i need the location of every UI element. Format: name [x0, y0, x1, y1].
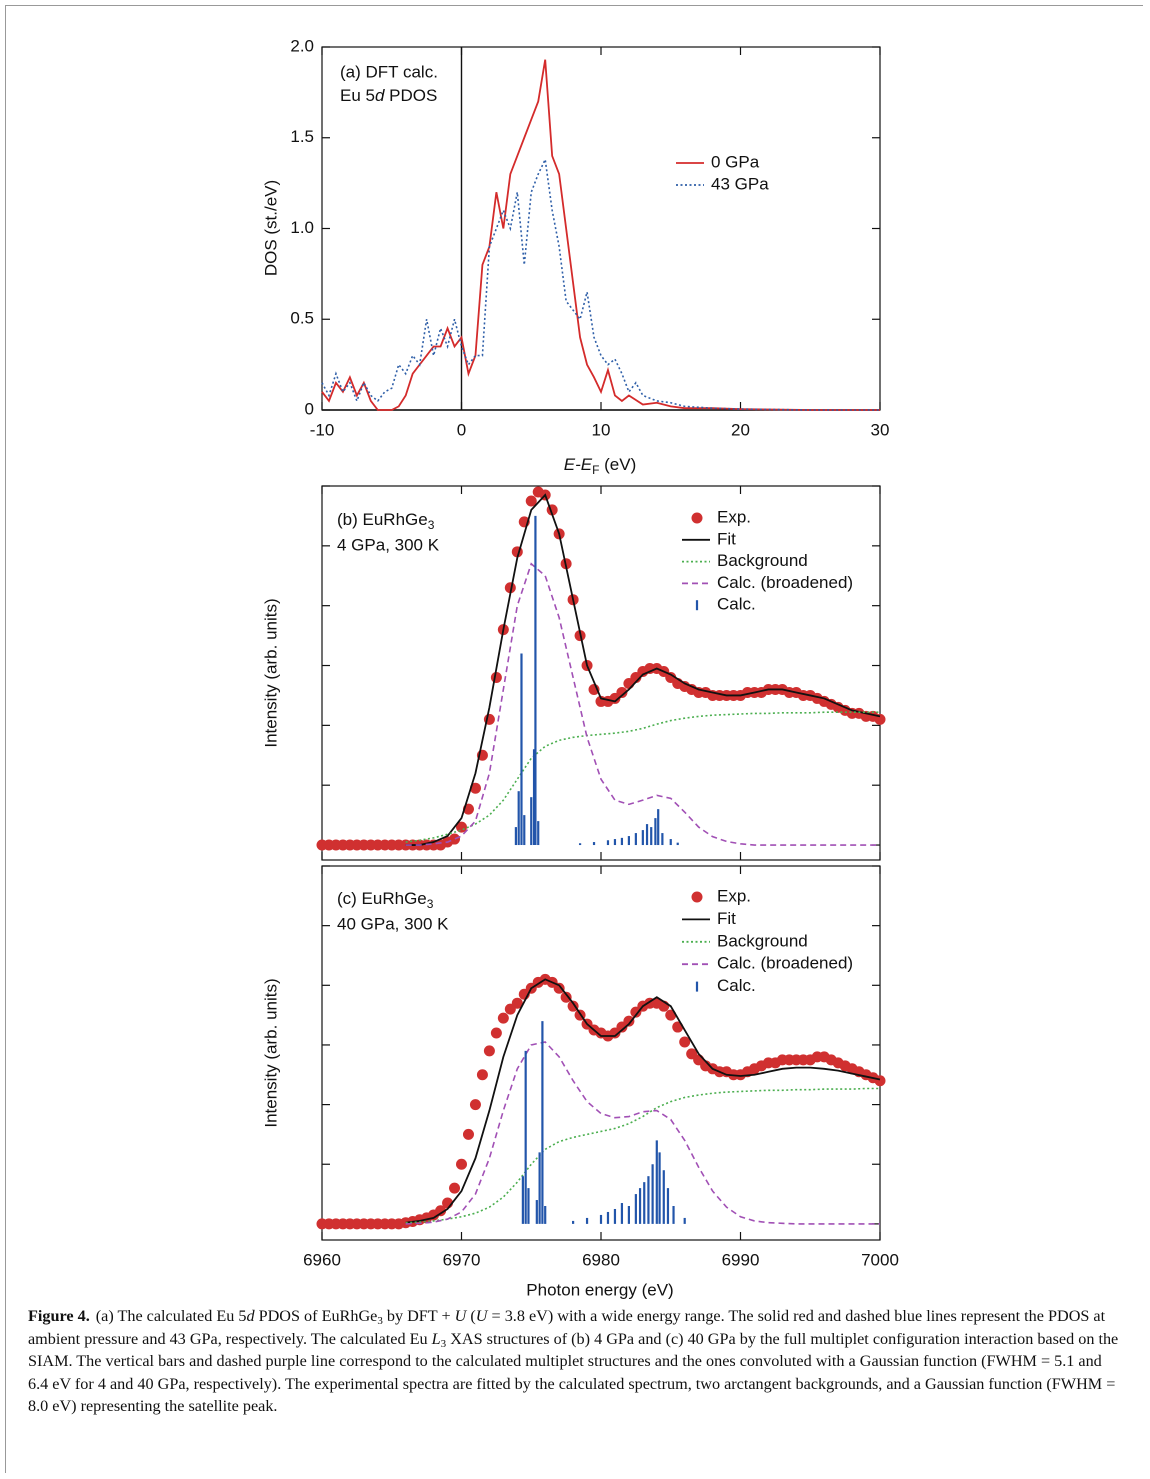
y-tick-label: 1.5 — [290, 127, 314, 146]
data-point — [504, 582, 516, 594]
caption-text: = 3.8 eV) with a wide energy range. The … — [28, 1307, 1106, 1348]
legend-label: 0 GPa — [711, 152, 760, 171]
annotation: 40 GPa, 300 K — [337, 914, 449, 933]
figure: (a) DFT calc. Eu 5d PDOS E-EF (eV) DOS (… — [261, 36, 899, 1299]
annotation: (c) EuRhGe3 — [337, 889, 434, 911]
x-tick-label: 6970 — [443, 1250, 481, 1269]
data-point — [679, 1036, 691, 1048]
series-line — [321, 156, 880, 411]
y-axis-label: DOS (st./eV) — [261, 180, 280, 276]
data-point — [469, 782, 481, 794]
data-point — [623, 1015, 635, 1027]
caption-text: 3 — [377, 1315, 383, 1327]
series-line — [321, 59, 880, 411]
data-point — [497, 1012, 509, 1024]
data-point — [435, 1205, 447, 1217]
data-point — [560, 991, 572, 1003]
caption: Figure 4. (a) The calculated Eu 5d PDOS o… — [28, 1305, 1124, 1418]
legend-label: Exp. — [717, 507, 751, 526]
data-point — [456, 1158, 467, 1170]
y-tick-label: 2.0 — [290, 36, 314, 55]
legend-label: Background — [717, 931, 808, 950]
legend-label: Calc. — [717, 976, 756, 995]
series-line — [405, 1041, 880, 1225]
y-tick-label: 0.5 — [290, 309, 314, 328]
annotation-part: d — [375, 86, 385, 105]
annotation: (a) DFT calc. — [340, 62, 438, 81]
x-axis-label: Photon energy (eV) — [526, 1280, 673, 1299]
annotation: (b) EuRhGe3 — [337, 510, 435, 532]
series-line — [405, 711, 880, 843]
data-point — [874, 1075, 886, 1087]
caption-text: L — [431, 1329, 441, 1348]
x-tick-label: 0 — [457, 420, 466, 439]
annotation-part: (c) EuRhGe — [337, 889, 427, 908]
x-tick-label: 6980 — [582, 1250, 620, 1269]
series-line — [405, 493, 881, 846]
data-point — [449, 833, 461, 845]
x-tick-label: 6960 — [303, 1250, 341, 1269]
label-part: E-E — [564, 455, 593, 474]
legend-label: Fit — [717, 909, 736, 928]
caption-text: ( — [466, 1307, 476, 1325]
x-tick-label: -10 — [310, 420, 335, 439]
series-line — [405, 978, 881, 1224]
data-point — [449, 1182, 461, 1194]
data-point — [490, 671, 502, 683]
data-point — [462, 1128, 474, 1140]
x-tick-label: 6990 — [722, 1250, 760, 1269]
caption-text: 3 — [440, 1337, 447, 1350]
y-tick-label: 0 — [305, 399, 314, 418]
legend-label: Background — [717, 551, 808, 570]
data-point — [469, 1099, 481, 1111]
y-axis-label: Intensity (arb. units) — [261, 978, 280, 1127]
caption-text: d — [246, 1307, 255, 1325]
series-line — [405, 562, 880, 846]
data-point — [525, 495, 537, 507]
data-point — [483, 1045, 495, 1057]
data-point — [456, 821, 467, 833]
caption-label: Figure 4. — [28, 1307, 90, 1325]
annotation-part: PDOS — [384, 86, 437, 105]
label-part: (eV) — [599, 455, 636, 474]
x-axis-label: E-EF (eV) — [564, 455, 637, 477]
data-point — [476, 1069, 488, 1081]
data-point — [616, 686, 628, 698]
x-tick-label: 20 — [731, 420, 750, 439]
annotation: Eu 5d PDOS — [340, 86, 437, 105]
x-tick-label: 10 — [592, 420, 611, 439]
annotation-part: 3 — [428, 518, 435, 532]
legend-label: Calc. — [717, 595, 756, 614]
legend-label: Calc. (broadened) — [717, 573, 853, 592]
legend-label: Calc. (broadened) — [717, 954, 853, 973]
caption-text: U — [475, 1307, 488, 1325]
annotation-part: 3 — [427, 897, 434, 911]
caption-text: XAS structures of (b) 4 GPa and (c) 40 G… — [28, 1329, 1119, 1416]
data-point — [553, 982, 565, 994]
y-tick-label: 1.0 — [290, 218, 314, 237]
data-point — [490, 1027, 502, 1039]
y-axis-label: Intensity (arb. units) — [261, 598, 280, 747]
label-part: F — [592, 463, 599, 477]
annotation-part: (b) EuRhGe — [337, 510, 428, 529]
caption-text: U — [454, 1307, 467, 1325]
legend-label: Exp. — [717, 886, 751, 905]
series-line — [405, 1087, 880, 1224]
x-tick-label: 30 — [871, 420, 890, 439]
x-tick-label: 7000 — [861, 1250, 899, 1269]
annotation: 4 GPa, 300 K — [337, 535, 440, 554]
caption-text: PDOS of EuRhGe — [254, 1307, 378, 1325]
caption-text: (a) The calculated Eu 5 — [95, 1307, 247, 1325]
figure-frame — [5, 5, 1143, 1473]
annotation-part: Eu 5 — [340, 86, 375, 105]
data-point — [511, 997, 523, 1009]
caption-text: by DFT + — [382, 1307, 455, 1325]
legend-swatch — [691, 891, 703, 903]
legend-label: 43 GPa — [711, 174, 769, 193]
legend-label: Fit — [717, 529, 736, 548]
legend-swatch — [691, 512, 703, 524]
